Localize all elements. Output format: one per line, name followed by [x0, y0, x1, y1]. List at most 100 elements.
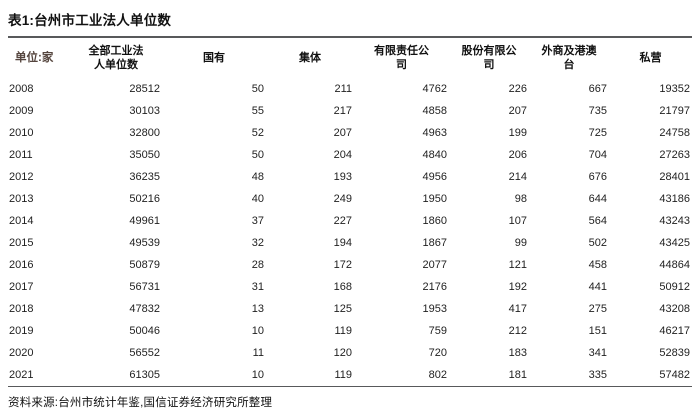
- value-cell: 61305: [129, 369, 160, 381]
- value-cell: 10: [251, 369, 264, 381]
- table-row: 2011 35050 50 204 4840 206 704 27263: [8, 144, 692, 166]
- table-row: 2012 36235 48 193 4956 214 676 28401: [8, 166, 692, 188]
- value-cell: 11: [252, 347, 264, 359]
- value-cell: 119: [334, 325, 352, 337]
- value-cell: 725: [588, 127, 607, 139]
- value-cell: 193: [333, 171, 352, 183]
- year-cell: 2015: [9, 237, 34, 249]
- value-cell: 172: [333, 259, 352, 271]
- value-cell: 4762: [422, 83, 447, 95]
- bottom-rule: [8, 386, 692, 387]
- value-cell: 417: [508, 303, 527, 315]
- value-cell: 49539: [129, 237, 160, 249]
- value-cell: 168: [333, 281, 352, 293]
- value-cell: 4858: [422, 105, 447, 117]
- table-row: 2016 50879 28 172 2077 121 458 44864: [8, 254, 692, 276]
- table-header-row: 单位:家 全部工业法 人单位数 国有 集体 有限责任公 司 股份有限公 司 外商…: [8, 38, 692, 78]
- year-cell: 2021: [9, 369, 34, 381]
- table-row: 2020 56552 11 120 720 183 341 52839: [8, 342, 692, 364]
- value-cell: 13: [251, 303, 264, 315]
- value-cell: 56731: [129, 281, 160, 293]
- value-cell: 211: [334, 83, 352, 95]
- value-cell: 47832: [129, 303, 160, 315]
- value-cell: 1953: [422, 303, 447, 315]
- year-cell: 2012: [9, 171, 34, 183]
- table-row: 2009 30103 55 217 4858 207 735 21797: [8, 100, 692, 122]
- value-cell: 2176: [422, 281, 447, 293]
- year-cell: 2020: [9, 347, 34, 359]
- table-row: 2010 32800 52 207 4963 199 725 24758: [8, 122, 692, 144]
- value-cell: 10: [251, 325, 264, 337]
- value-cell: 28401: [659, 171, 690, 183]
- value-cell: 759: [428, 325, 447, 337]
- value-cell: 35050: [129, 149, 160, 161]
- value-cell: 48: [251, 171, 264, 183]
- year-cell: 2014: [9, 215, 34, 227]
- value-cell: 46217: [659, 325, 690, 337]
- value-cell: 52: [251, 127, 264, 139]
- table-row: 2013 50216 40 249 1950 98 644 43186: [8, 188, 692, 210]
- year-cell: 2011: [9, 149, 33, 161]
- value-cell: 206: [508, 149, 527, 161]
- value-cell: 2077: [422, 259, 447, 271]
- value-cell: 214: [508, 171, 527, 183]
- value-cell: 227: [333, 215, 352, 227]
- value-cell: 32800: [129, 127, 160, 139]
- year-cell: 2013: [9, 193, 34, 205]
- value-cell: 21797: [659, 105, 690, 117]
- value-cell: 249: [333, 193, 352, 205]
- value-cell: 56552: [129, 347, 160, 359]
- value-cell: 207: [508, 105, 527, 117]
- value-cell: 55: [251, 105, 264, 117]
- column-header-joint-stock: 股份有限公 司: [461, 45, 517, 71]
- value-cell: 564: [588, 215, 607, 227]
- value-cell: 1860: [422, 215, 447, 227]
- value-cell: 28512: [129, 83, 160, 95]
- year-cell: 2009: [9, 105, 34, 117]
- value-cell: 50912: [659, 281, 690, 293]
- value-cell: 50046: [129, 325, 160, 337]
- column-header-total: 全部工业法 人单位数: [88, 45, 144, 71]
- value-cell: 43186: [659, 193, 690, 205]
- value-cell: 43208: [659, 303, 690, 315]
- value-cell: 19352: [659, 83, 690, 95]
- value-cell: 704: [588, 149, 607, 161]
- value-cell: 40: [251, 193, 264, 205]
- table-row: 2018 47832 13 125 1953 417 275 43208: [8, 298, 692, 320]
- value-cell: 50216: [129, 193, 160, 205]
- source-note: 资料来源:台州市统计年鉴,国信证券经济研究所整理: [8, 397, 273, 409]
- year-cell: 2010: [9, 127, 34, 139]
- value-cell: 50879: [129, 259, 160, 271]
- value-cell: 458: [588, 259, 607, 271]
- value-cell: 120: [333, 347, 352, 359]
- value-cell: 49961: [129, 215, 160, 227]
- value-cell: 50: [251, 83, 264, 95]
- value-cell: 644: [588, 193, 607, 205]
- value-cell: 107: [508, 215, 527, 227]
- value-cell: 226: [508, 83, 527, 95]
- value-cell: 275: [588, 303, 607, 315]
- value-cell: 50: [251, 149, 264, 161]
- table-title: 表1:台州市工业法人单位数: [8, 13, 172, 28]
- value-cell: 99: [514, 237, 527, 249]
- value-cell: 119: [334, 369, 352, 381]
- value-cell: 24758: [659, 127, 690, 139]
- value-cell: 217: [333, 105, 352, 117]
- column-header-private: 私营: [639, 52, 662, 64]
- value-cell: 212: [508, 325, 527, 337]
- value-cell: 199: [508, 127, 527, 139]
- value-cell: 32: [251, 237, 264, 249]
- value-cell: 735: [588, 105, 607, 117]
- value-cell: 667: [588, 83, 607, 95]
- value-cell: 37: [251, 215, 264, 227]
- value-cell: 125: [333, 303, 352, 315]
- value-cell: 57482: [659, 369, 690, 381]
- value-cell: 204: [333, 149, 352, 161]
- value-cell: 30103: [129, 105, 160, 117]
- value-cell: 27263: [659, 149, 690, 161]
- value-cell: 341: [588, 347, 607, 359]
- value-cell: 194: [333, 237, 352, 249]
- value-cell: 98: [514, 193, 527, 205]
- value-cell: 181: [508, 369, 527, 381]
